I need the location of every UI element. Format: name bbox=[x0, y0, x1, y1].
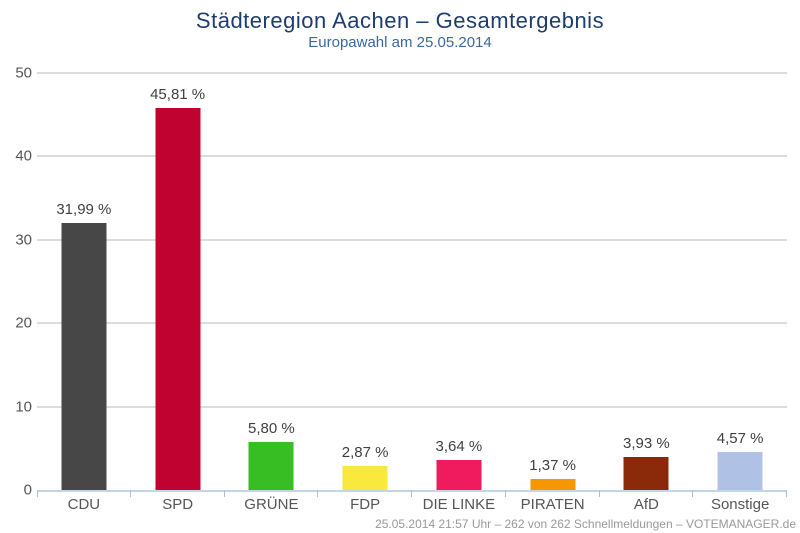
bar-column-afd: 3,93 % bbox=[600, 73, 694, 497]
bar-column-fdp: 2,87 % bbox=[318, 73, 412, 497]
x-axis-tick bbox=[129, 490, 131, 497]
x-category-label: PIRATEN bbox=[520, 496, 585, 513]
bar-value-label: 5,80 % bbox=[248, 419, 295, 437]
x-category-label: CDU bbox=[67, 496, 101, 513]
bar-columns: 31,99 % 45,81 % 5,80 % 2,87 % 3,64 % 1,37 % 3,… bbox=[37, 73, 787, 497]
bar-column-grüne: 5,80 % bbox=[225, 73, 319, 497]
x-category-label: FDP bbox=[350, 496, 381, 513]
bar-column-sonstige: 4,57 % bbox=[693, 73, 787, 497]
y-tick-label-50: 50 bbox=[15, 64, 32, 82]
bar-column-cdu: 31,99 % bbox=[37, 73, 131, 497]
bar-column-spd: 45,81 % bbox=[131, 73, 225, 497]
x-axis-tick bbox=[411, 490, 412, 497]
bar-column-die-linke: 3,64 % bbox=[412, 73, 506, 497]
bar-cdu bbox=[61, 223, 107, 490]
bar-column-piraten: 1,37 % bbox=[506, 73, 600, 497]
chart-subtitle: Europawahl am 25.05.2014 bbox=[308, 34, 492, 51]
bar-value-label: 2,87 % bbox=[341, 444, 389, 462]
bar-piraten bbox=[530, 478, 576, 490]
x-axis-tick bbox=[692, 490, 694, 497]
x-axis-line bbox=[37, 490, 787, 492]
plot-area: 31,99 % 45,81 % 5,80 % 2,87 % 3,64 % 1,37 % 3,… bbox=[37, 72, 787, 497]
x-axis-tick bbox=[37, 490, 38, 497]
bar-value-label: 45,81 % bbox=[150, 85, 206, 103]
x-axis-tick bbox=[317, 490, 319, 497]
x-axis-tick bbox=[598, 490, 600, 497]
gridline-20 bbox=[37, 322, 787, 325]
gridline-30 bbox=[37, 238, 787, 241]
bar-sonstige bbox=[717, 451, 763, 490]
bar-fdp bbox=[342, 466, 388, 490]
y-tick-label-40: 40 bbox=[15, 147, 32, 165]
gridline-40 bbox=[37, 155, 787, 158]
x-axis-tick bbox=[786, 490, 787, 497]
bar-value-label: 1,37 % bbox=[529, 456, 576, 474]
bar-die-linke bbox=[436, 459, 482, 490]
x-axis-tick bbox=[223, 490, 225, 497]
bar-grüne bbox=[248, 441, 294, 490]
chart-title: Städteregion Aachen – Gesamtergebnis bbox=[195, 8, 605, 33]
bar-value-label: 4,57 % bbox=[716, 429, 764, 447]
bar-spd bbox=[155, 107, 201, 490]
x-category-label: AfD bbox=[633, 496, 659, 513]
x-category-label: SPD bbox=[162, 496, 194, 513]
gridline-10 bbox=[37, 405, 787, 408]
gridline-50 bbox=[37, 72, 787, 74]
bar-afd bbox=[623, 457, 669, 490]
x-axis-tick bbox=[504, 490, 506, 497]
y-tick-label-10: 10 bbox=[15, 398, 32, 416]
bar-value-label: 3,93 % bbox=[623, 435, 670, 453]
y-tick-label-30: 30 bbox=[15, 231, 32, 249]
x-category-label: GRÜNE bbox=[244, 496, 299, 513]
x-category-label: Sonstige bbox=[710, 496, 770, 513]
x-category-label: DIE LINKE bbox=[422, 496, 496, 513]
bar-value-label: 31,99 % bbox=[56, 201, 112, 219]
category-labels: CDU SPD GRÜNE FDP DIE LINKE PIRATEN AfD Sonstig… bbox=[37, 496, 787, 513]
bar-value-label: 3,64 % bbox=[435, 437, 483, 455]
y-tick-label-0: 0 bbox=[23, 481, 32, 499]
status-line: 25.05.2014 21:57 Uhr – 262 von 262 Schne… bbox=[375, 517, 796, 531]
y-tick-label-20: 20 bbox=[15, 314, 32, 332]
